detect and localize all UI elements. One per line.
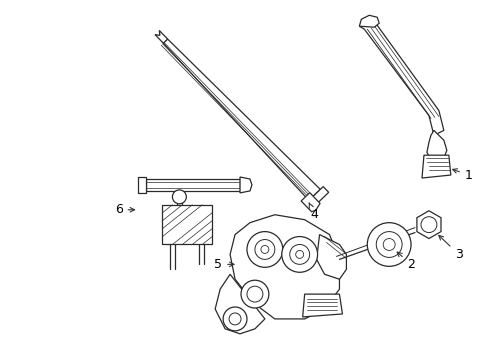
Polygon shape — [137, 177, 145, 193]
Circle shape — [246, 286, 263, 302]
Text: 2: 2 — [396, 252, 414, 271]
Polygon shape — [426, 130, 446, 162]
Polygon shape — [240, 177, 251, 193]
Circle shape — [246, 231, 282, 267]
Text: 1: 1 — [452, 168, 472, 181]
Circle shape — [241, 280, 268, 308]
Polygon shape — [316, 235, 346, 279]
Polygon shape — [421, 155, 450, 178]
Circle shape — [281, 237, 317, 272]
Circle shape — [295, 251, 303, 258]
Polygon shape — [359, 21, 443, 135]
Polygon shape — [215, 274, 264, 334]
Circle shape — [420, 217, 436, 233]
Circle shape — [172, 190, 186, 204]
Text: 6: 6 — [115, 203, 134, 216]
Text: 3: 3 — [438, 235, 462, 261]
Circle shape — [289, 244, 309, 264]
Polygon shape — [145, 179, 240, 191]
Polygon shape — [302, 294, 342, 317]
Circle shape — [223, 307, 246, 331]
Polygon shape — [230, 215, 339, 319]
Circle shape — [366, 223, 410, 266]
Circle shape — [383, 239, 394, 251]
Polygon shape — [163, 39, 320, 201]
Polygon shape — [359, 15, 379, 27]
Polygon shape — [155, 31, 167, 43]
Polygon shape — [416, 211, 440, 239]
Polygon shape — [301, 193, 320, 212]
Circle shape — [375, 231, 401, 257]
Circle shape — [261, 246, 268, 253]
Polygon shape — [308, 186, 328, 206]
Text: 4: 4 — [308, 203, 318, 221]
Circle shape — [228, 313, 241, 325]
Polygon shape — [162, 205, 212, 244]
Text: 5: 5 — [214, 258, 234, 271]
Circle shape — [254, 239, 274, 260]
